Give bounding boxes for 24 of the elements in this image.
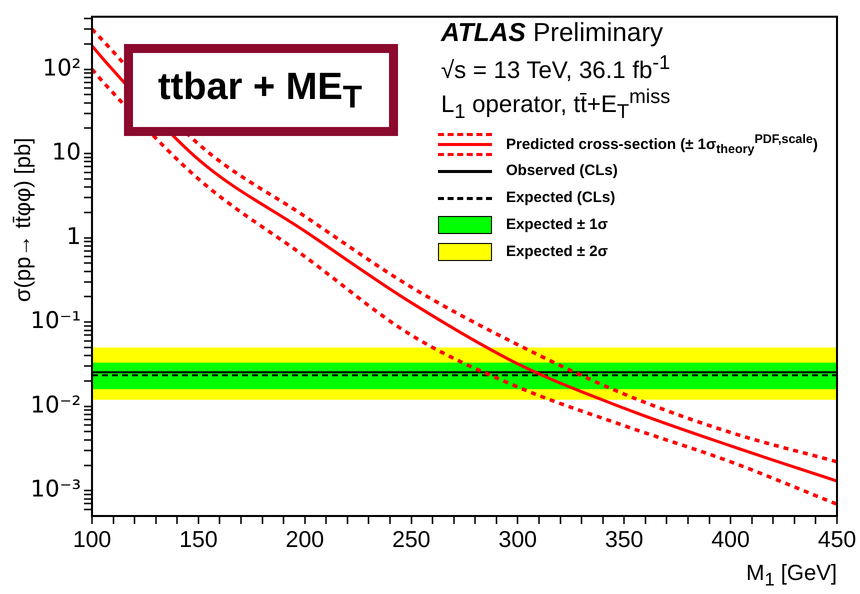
legend-label: Expected (CLs)	[506, 189, 616, 206]
annotation: √s = 13 TeV, 36.1 fb$^{-1}$	[441, 52, 670, 85]
legend-label: Expected ± 2σ	[506, 243, 608, 260]
y-axis-title: σ(pp→ tt̄φφ) [pb]	[10, 138, 36, 302]
x-axis-title: M$_{1}$ [GeV]	[746, 560, 837, 590]
x-tick-label: 300	[498, 526, 537, 552]
y-tick-label: 10⁻³	[30, 476, 81, 503]
annotation: ATLAS Preliminary	[441, 17, 663, 48]
x-tick-label: 250	[392, 526, 430, 552]
x-tick-label: 400	[711, 526, 750, 552]
x-tick-label: 100	[72, 526, 112, 552]
x-tick-label: 450	[818, 526, 856, 552]
y-tick-label: 10²	[42, 55, 81, 82]
y-tick-label: 10⁻¹	[30, 308, 81, 334]
y-tick-label: 10	[52, 140, 81, 166]
legend-label: Expected ± 1σ	[506, 216, 608, 233]
legend-label: Observed (CLs)	[506, 162, 618, 179]
x-tick-label: 200	[286, 526, 324, 552]
x-tick-label: 350	[604, 526, 644, 552]
legend-label: Predicted cross-section (± 1σ$_{theory}$$^{PDF,scale}$)	[506, 132, 818, 156]
y-tick-label: 10⁻²	[30, 392, 81, 418]
y-tick-label: 1	[66, 224, 81, 250]
annotation: ttbar + ME$_{T}$	[156, 66, 364, 116]
x-tick-label: 150	[179, 526, 218, 552]
